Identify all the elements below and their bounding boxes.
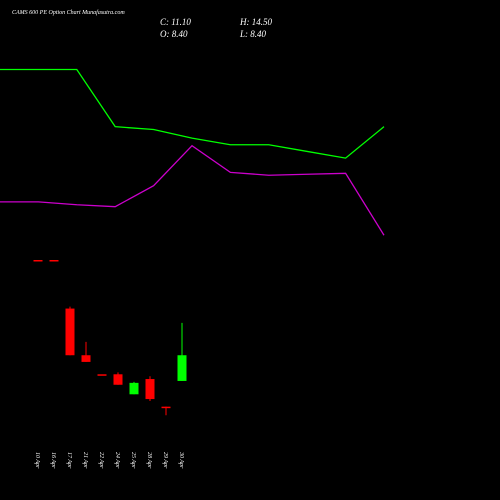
x-tick-label: 28 Apr [146,452,152,469]
high-label: H: 14.50 [239,17,272,27]
candle-body [113,374,123,385]
close-label: C: 11.10 [160,17,191,27]
candle-body [49,260,59,262]
x-tick-label: 21 Apr [82,452,88,469]
x-tick-label: 25 Apr [130,452,136,469]
candle-body [145,379,155,400]
candle-body [81,355,91,362]
indicator-line [0,144,385,236]
x-tick-label: 17 Apr [66,452,72,469]
x-tick-label: 29 Apr [162,452,168,469]
x-tick-label: 30 Apr [178,451,184,469]
candle-body [129,382,139,395]
open-label: O: 8.40 [160,29,188,39]
x-tick-label: 10 Apr [34,452,40,469]
candle-body [65,308,75,356]
indicator-line [0,68,385,159]
x-tick-label: 16 Apr [50,452,56,469]
chart-title: CAMS 600 PE Option Chart Munafasutra.com [12,9,125,16]
candle-body [33,260,43,262]
candle-body [177,355,187,381]
candle-body [161,406,171,409]
candle-body [97,374,107,376]
x-tick-label: 24 Apr [114,452,121,469]
x-tick-label: 22 Apr [98,452,104,469]
low-label: L: 8.40 [239,29,267,39]
